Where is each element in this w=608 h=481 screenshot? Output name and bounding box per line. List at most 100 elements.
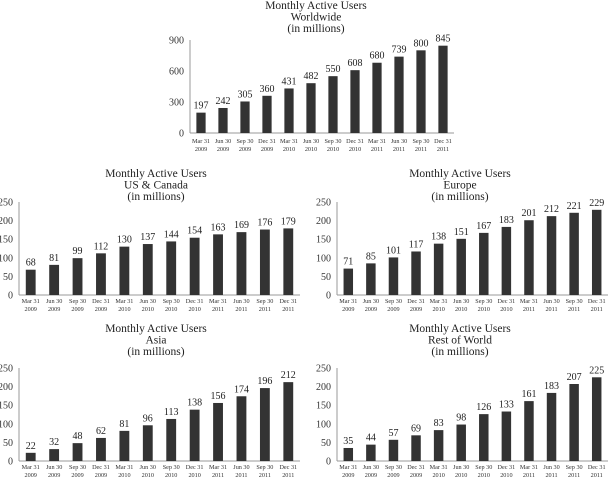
x-tick-label: Jun 30 (46, 298, 62, 305)
bar (546, 392, 557, 461)
bar (328, 76, 338, 133)
x-tick-label: 2009 (48, 306, 60, 313)
data-label: 96 (143, 413, 153, 424)
bar (479, 414, 489, 461)
x-tick-label: Sep 30 (475, 298, 492, 305)
y-tick-label: 100 (316, 419, 331, 430)
x-tick-label: 2010 (165, 306, 177, 313)
data-label: 212 (281, 370, 296, 381)
data-label: 161 (521, 389, 536, 400)
x-tick-label: 2009 (239, 146, 251, 153)
x-tick-label: Sep 30 (163, 298, 180, 305)
x-tick-label: Jun 30 (140, 464, 156, 471)
x-tick-label: 2009 (71, 306, 83, 313)
x-tick-label: Dec 31 (186, 298, 204, 305)
x-tick-label: 2010 (118, 306, 130, 313)
x-tick-label: Sep 30 (475, 464, 492, 471)
x-tick-label: Mar 31 (192, 138, 210, 145)
bar (546, 216, 557, 295)
x-tick-label: Dec 31 (92, 298, 110, 305)
x-tick-label: Jun 30 (453, 464, 469, 471)
bar (433, 243, 444, 295)
bar (591, 209, 602, 295)
x-tick-label: 2011 (545, 472, 557, 479)
x-tick-label: Mar 31 (209, 464, 227, 471)
x-tick-label: 2011 (235, 472, 247, 479)
bar (343, 268, 354, 295)
data-label: 144 (164, 229, 179, 240)
bar (96, 437, 106, 461)
x-tick-label: Mar 31 (280, 138, 298, 145)
bar (213, 234, 223, 295)
x-tick-label: Mar 31 (520, 298, 538, 305)
data-label: 154 (187, 226, 202, 237)
bar (433, 430, 444, 461)
x-tick-label: 2011 (437, 146, 449, 153)
x-tick-label: Dec 31 (407, 298, 425, 305)
x-tick-label: 2011 (282, 472, 294, 479)
bar (372, 62, 382, 134)
x-tick-label: 2010 (478, 306, 490, 313)
bar (196, 112, 206, 133)
x-tick-label: 2011 (212, 472, 224, 479)
bar (524, 401, 534, 461)
data-label: 113 (164, 407, 179, 418)
data-label: 126 (476, 402, 491, 413)
chart-title-line: Rest of World (428, 335, 492, 347)
x-tick-label: Mar 31 (22, 464, 40, 471)
y-tick-label: 300 (169, 98, 184, 109)
x-tick-label: 2009 (342, 306, 354, 313)
data-label: 174 (234, 384, 249, 395)
data-label: 197 (194, 101, 209, 112)
x-tick-label: 2011 (523, 472, 535, 479)
data-label: 196 (257, 376, 272, 387)
bar (259, 388, 270, 461)
y-tick-label: 600 (169, 67, 184, 78)
bar (524, 220, 534, 295)
y-tick-label: 200 (316, 216, 331, 227)
x-tick-label: 2010 (188, 472, 200, 479)
y-tick-label: 900 (169, 36, 184, 47)
data-label: 221 (567, 201, 582, 212)
x-tick-label: Sep 30 (69, 298, 86, 305)
data-label: 62 (96, 426, 106, 437)
x-tick-label: Jun 30 (543, 298, 559, 305)
bar (259, 229, 270, 295)
x-tick-label: 2010 (349, 146, 361, 153)
x-tick-label: 2009 (365, 306, 377, 313)
data-label: 112 (94, 241, 109, 252)
data-label: 35 (343, 436, 353, 447)
data-label: 608 (348, 58, 363, 69)
data-label: 71 (343, 257, 353, 268)
x-tick-label: 2010 (500, 472, 512, 479)
bar (388, 439, 399, 461)
x-tick-label: 2009 (217, 146, 229, 153)
x-tick-label: Mar 31 (368, 138, 386, 145)
bar (284, 88, 294, 133)
y-tick-label: 50 (321, 272, 331, 283)
x-tick-label: 2009 (365, 472, 377, 479)
data-label: 138 (431, 232, 446, 243)
data-label: 183 (544, 381, 559, 392)
x-tick-label: 2011 (212, 306, 224, 313)
bar (343, 447, 354, 461)
chart-title-line: (in millions) (287, 23, 344, 35)
x-tick-label: Jun 30 (233, 298, 249, 305)
x-tick-label: 2010 (118, 472, 130, 479)
x-tick-label: 2010 (283, 146, 295, 153)
data-label: 99 (73, 246, 83, 257)
x-tick-label: Mar 31 (430, 298, 448, 305)
chart-title-line: Monthly Active Users (409, 323, 511, 335)
y-tick-label: 250 (316, 198, 331, 209)
x-tick-label: Dec 31 (407, 464, 425, 471)
data-label: 156 (211, 391, 226, 402)
data-label: 739 (392, 45, 407, 56)
data-label: 101 (386, 245, 401, 256)
data-label: 680 (370, 51, 385, 62)
x-tick-label: Mar 31 (115, 464, 133, 471)
x-tick-label: Jun 30 (303, 138, 319, 145)
data-label: 212 (544, 204, 559, 215)
